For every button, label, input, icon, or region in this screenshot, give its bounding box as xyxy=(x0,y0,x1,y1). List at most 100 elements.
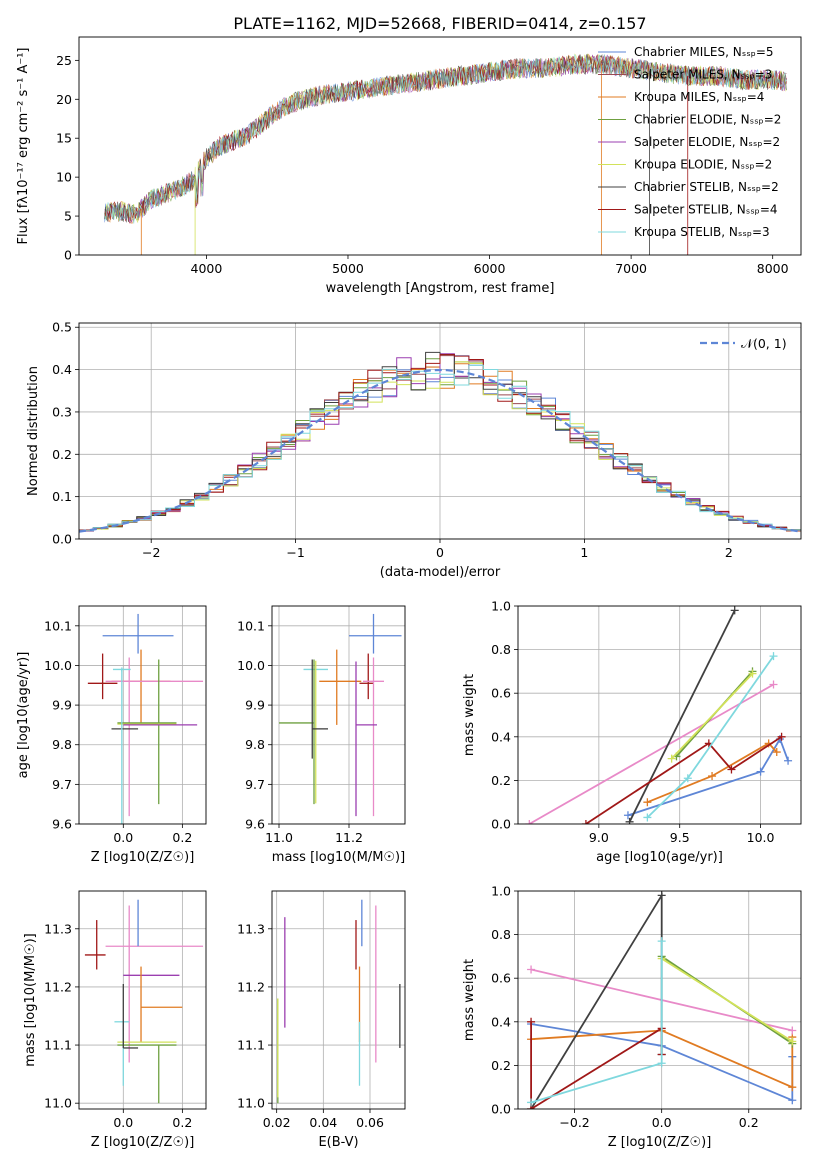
y-tick-label: 9.7 xyxy=(245,777,265,792)
x-tick-label: 10.0 xyxy=(747,830,775,845)
axes-frame xyxy=(517,890,802,1110)
x-tick-label: 0.06 xyxy=(356,1115,384,1130)
y-tick-label: 25 xyxy=(56,53,72,68)
x-tick-label: −1 xyxy=(286,545,304,560)
y-tick-label: 10.0 xyxy=(237,658,265,673)
y-tick-label: 9.8 xyxy=(245,737,265,752)
y-axis-label: mass weight xyxy=(462,959,477,1041)
weight-line xyxy=(585,736,783,824)
panel-4: 9.0 9.5 10.0 0.0 0.2 0.4 0.6 0.8 1.0 age [log10(a… xyxy=(462,599,802,865)
weight-marker xyxy=(625,817,634,824)
x-tick-label: −0.2 xyxy=(559,1115,589,1130)
y-tick-label: 9.9 xyxy=(52,698,72,713)
panel-2: 0.0 0.2 9.6 9.7 9.8 9.9 10.0 10.1 Z [log10(Z/Z☉)… xyxy=(16,605,207,865)
y-axis-label: Flux [fλ10⁻¹⁷ erg cm⁻² s⁻¹ A⁻¹] xyxy=(16,48,31,245)
plot-area xyxy=(79,606,206,824)
panel-0: 4000 5000 6000 7000 8000 0 5 10 15 20 25 wavelength… xyxy=(16,36,802,296)
legend-label: Chabrier MILES, Nₛₛₚ=5 xyxy=(634,45,774,59)
panel-6: 0.02 0.04 0.06 11.0 11.1 11.2 11.3 E(B-V) xyxy=(237,890,406,1150)
legend-label: Kroupa MILES, Nₛₛₚ=4 xyxy=(634,90,764,104)
x-tick-label: 0.2 xyxy=(172,830,192,845)
y-tick-label: 11.2 xyxy=(237,979,265,994)
y-tick-label: 0.8 xyxy=(491,927,511,942)
y-tick-label: 0 xyxy=(64,248,72,263)
x-tick-label: 7000 xyxy=(615,261,647,276)
x-tick-label: −2 xyxy=(142,545,160,560)
histogram-series xyxy=(79,364,801,533)
plot-area xyxy=(79,891,206,1109)
y-tick-label: 1.0 xyxy=(491,599,511,614)
axes-frame xyxy=(78,890,207,1110)
panel-7: −0.2 0.0 0.2 0.0 0.2 0.4 0.6 0.8 1.0 Z [log10(Z/Z… xyxy=(462,884,802,1150)
y-axis-label: Normed distribution xyxy=(26,366,41,496)
axes-frame xyxy=(78,605,207,825)
axes-frame xyxy=(271,890,406,1110)
y-tick-label: 0.6 xyxy=(491,971,511,986)
y-tick-label: 9.6 xyxy=(245,817,265,832)
legend-label: Salpeter STELIB, Nₛₛₚ=4 xyxy=(634,203,778,217)
axes-frame xyxy=(517,605,802,825)
y-tick-label: 0.2 xyxy=(491,773,511,788)
weight-marker xyxy=(727,765,736,774)
x-tick-label: 9.0 xyxy=(589,830,609,845)
weight-marker xyxy=(756,767,765,776)
weight-marker xyxy=(683,774,692,783)
weight-marker xyxy=(667,754,676,763)
y-tick-label: 10.1 xyxy=(44,618,72,633)
x-tick-label: 0.2 xyxy=(172,1115,192,1130)
y-tick-label: 9.6 xyxy=(52,817,72,832)
weight-marker xyxy=(657,1059,666,1068)
weight-marker xyxy=(657,891,666,900)
y-tick-label: 11.2 xyxy=(44,979,72,994)
y-tick-label: 0.2 xyxy=(491,1058,511,1073)
weight-line xyxy=(528,683,774,824)
plot-area xyxy=(272,891,405,1109)
weight-line xyxy=(670,672,754,760)
x-tick-label: 0.0 xyxy=(113,830,133,845)
legend-label: Kroupa STELIB, Nₛₛₚ=3 xyxy=(634,225,770,239)
spectrum-line xyxy=(104,53,787,223)
legend-label: 𝒩(0, 1) xyxy=(741,336,787,351)
legend-label: Kroupa ELODIE, Nₛₛₚ=2 xyxy=(634,158,772,172)
x-tick-label: 11.2 xyxy=(335,830,363,845)
plot-area xyxy=(518,891,801,1109)
y-tick-label: 0.6 xyxy=(491,686,511,701)
panel-3: 11.0 11.2 9.6 9.7 9.8 9.9 10.0 10.1 mass [log10(… xyxy=(237,605,406,865)
weight-marker xyxy=(643,798,652,807)
x-tick-label: 0.0 xyxy=(113,1115,133,1130)
x-axis-label: age [log10(age/yr)] xyxy=(596,850,723,865)
weight-marker xyxy=(777,732,786,741)
y-tick-label: 10.0 xyxy=(44,658,72,673)
weight-line xyxy=(647,742,778,804)
axes-frame xyxy=(78,322,802,540)
y-tick-label: 9.7 xyxy=(52,777,72,792)
y-tick-label: 9.8 xyxy=(52,737,72,752)
x-tick-label: 8000 xyxy=(757,261,789,276)
y-tick-label: 0.4 xyxy=(491,729,511,744)
weight-line xyxy=(628,609,736,823)
x-tick-label: 11.0 xyxy=(265,830,293,845)
weight-marker xyxy=(788,1083,797,1092)
weight-line xyxy=(661,957,793,1043)
plot-area xyxy=(272,606,405,824)
y-tick-label: 11.0 xyxy=(44,1096,72,1111)
legend-label: Salpeter MILES, Nₛₛₚ=3 xyxy=(634,68,772,82)
y-tick-label: 5 xyxy=(64,209,72,224)
x-tick-label: 4000 xyxy=(191,261,223,276)
y-tick-label: 0.0 xyxy=(491,1102,511,1117)
weight-marker xyxy=(527,1098,536,1107)
y-tick-label: 0.5 xyxy=(52,320,72,335)
weight-marker xyxy=(772,748,781,757)
y-tick-label: 0.4 xyxy=(491,1014,511,1029)
y-tick-label: 11.0 xyxy=(237,1096,265,1111)
x-axis-label: E(B-V) xyxy=(318,1135,358,1150)
x-axis-label: mass [log10(M/M☉)] xyxy=(272,850,405,865)
weight-marker xyxy=(730,606,739,615)
y-tick-label: 0.0 xyxy=(491,817,511,832)
y-tick-label: 1.0 xyxy=(491,884,511,899)
y-tick-label: 20 xyxy=(56,92,72,107)
x-tick-label: 0.04 xyxy=(309,1115,337,1130)
x-tick-label: 0 xyxy=(436,545,444,560)
y-axis-label: age [log10(age/yr)] xyxy=(16,652,31,779)
